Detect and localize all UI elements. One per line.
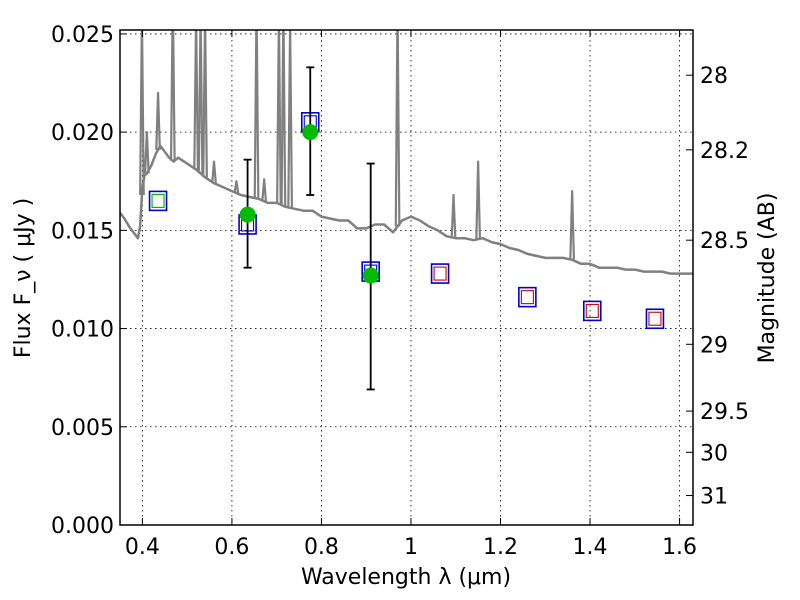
emission-line: [253, 30, 260, 199]
emission-line: [287, 30, 293, 208]
emission-line: [261, 178, 268, 202]
plot-area: [120, 30, 693, 525]
emission-line: [475, 160, 482, 240]
emission-line: [193, 30, 199, 170]
observed-point: [362, 267, 379, 284]
model-square-inner: [520, 290, 534, 305]
y-tick-label: 0.010: [51, 318, 114, 343]
model-square-outer: [430, 263, 450, 284]
emission-line: [197, 30, 204, 174]
axis-ticks: 0.4 0.6 0.8 1 1.2 1.4 1.6 0.000 0.005 0.010 0.015 0…: [51, 23, 749, 560]
emission-line: [394, 30, 401, 227]
x-axis-label: Wavelength λ (μm): [301, 565, 511, 590]
x-tick-label: 0.4: [125, 535, 160, 560]
x-tick-label: 1.6: [662, 535, 697, 560]
emission-line: [139, 30, 145, 196]
emission-line: [169, 30, 176, 161]
model-square-inner: [433, 266, 447, 281]
right-tick-label: 28.5: [700, 229, 749, 254]
emission-line: [233, 180, 240, 194]
emission-line: [276, 30, 282, 204]
x-tick-label: 1.2: [483, 535, 518, 560]
emission-line: [569, 189, 576, 260]
x-tick-label: 0.6: [214, 535, 249, 560]
model-square-outer: [582, 300, 602, 322]
right-tick-label: 28: [700, 64, 728, 89]
observed-point: [239, 206, 256, 223]
right-tick-label: 30: [700, 441, 728, 466]
emission-line: [155, 91, 161, 150]
plot-content: [120, 30, 693, 391]
model-square-outer: [518, 286, 537, 308]
x-tick-label: 0.8: [304, 535, 339, 560]
y-axis-label-left: Flux F_ν ( μJy ): [11, 198, 36, 358]
emission-line: [211, 160, 217, 184]
emission-line: [202, 30, 208, 178]
x-tick-label: 1.4: [573, 535, 608, 560]
right-tick-label: 28.2: [700, 139, 749, 164]
emission-line: [450, 193, 457, 238]
model-square-inner: [151, 193, 165, 208]
model-square-inner: [585, 303, 599, 318]
model-square-outer: [148, 190, 168, 212]
right-tick-label: 29: [700, 333, 728, 358]
grid-lines: [120, 30, 693, 525]
template-spectrum-line: [120, 144, 693, 275]
emission-line: [280, 30, 287, 206]
right-tick-label: 31: [700, 485, 728, 510]
emission-line: [143, 131, 150, 174]
x-tick-label: 1: [404, 535, 418, 560]
y-tick-label: 0.000: [51, 514, 114, 539]
right-tick-label: 29.5: [700, 400, 749, 425]
y-tick-label: 0.005: [51, 416, 114, 441]
y-tick-label: 0.020: [51, 121, 114, 146]
y-tick-label: 0.025: [51, 23, 114, 48]
observed-point: [302, 124, 319, 141]
model-square-inner: [648, 311, 662, 326]
model-square-outer: [645, 308, 665, 330]
plot-frame: [119, 29, 694, 526]
y-tick-label: 0.015: [51, 219, 114, 244]
y-axis-label-right: Magnitude (AB): [755, 193, 780, 364]
